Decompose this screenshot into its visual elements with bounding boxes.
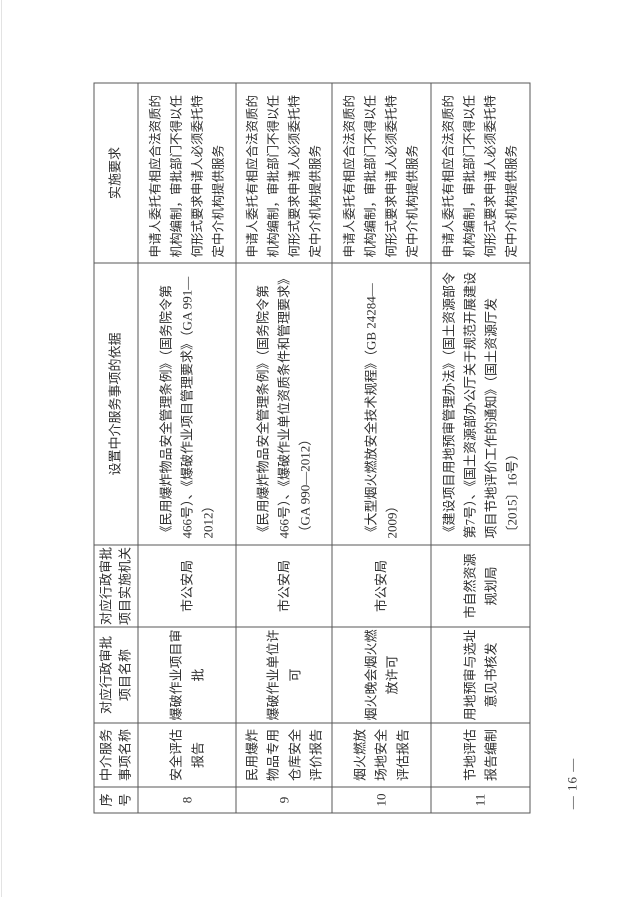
- cell-project-name: 爆破作业项目审批: [137, 626, 236, 723]
- header-agency: 对应行政审批 项目实施机关: [93, 544, 138, 627]
- cell-seq: 11: [430, 786, 530, 813]
- cell-basis: 《民用爆炸物品安全管理条例》（国务院令第466号）、《爆破作业单位资质条件和管理…: [235, 262, 332, 545]
- page-number: — 16 —: [564, 757, 579, 809]
- cell-requirement: 申请人委托有相应合法资质的机构编制，审批部门不得以任何形式要求申请人必须委托特定…: [430, 82, 530, 263]
- cell-agency: 市自然资源规划局: [430, 544, 530, 627]
- cell-basis: 《民用爆炸物品安全管理条例》（国务院令第466号）、《爆破作业项目管理要求》（G…: [137, 262, 236, 545]
- table-row: 11 节地评估报告编制 用地预审与选址意见书核发 市自然资源规划局 《建设项目用…: [430, 82, 530, 813]
- intermediary-service-items-table: 序 号 中介服务 事项名称 对应行政审批 项目名称 对应行政审批 项目实施机关 …: [93, 82, 530, 813]
- header-seq: 序 号: [93, 786, 138, 813]
- scan-edge-artifact: [1, 0, 2, 897]
- cell-basis: 《建设项目用地预审管理办法》（国土资源部令第7号）、《国土资源部办公厅关于规范开…: [430, 262, 530, 545]
- cell-requirement: 申请人委托有相应合法资质的机构编制，审批部门不得以任何形式要求申请人必须委托特定…: [235, 82, 332, 263]
- table-header-row: 序 号 中介服务 事项名称 对应行政审批 项目名称 对应行政审批 项目实施机关 …: [93, 82, 138, 813]
- cell-project-name: 爆破作业单位许可: [235, 626, 332, 723]
- cell-service-name: 烟火燃放场地安全评估报告: [331, 722, 431, 787]
- header-project-name: 对应行政审批 项目名称: [93, 626, 138, 723]
- cell-agency: 市公安局: [137, 544, 236, 627]
- header-basis: 设置中介服务事项的依据: [93, 262, 138, 545]
- header-requirement: 实施要求: [93, 82, 138, 263]
- cell-service-name: 安全评估报告: [137, 722, 236, 787]
- cell-seq: 8: [137, 786, 236, 813]
- cell-service-name: 节地评估报告编制: [430, 722, 530, 787]
- cell-project-name: 烟火晚会烟火燃放许可: [331, 626, 431, 723]
- cell-seq: 10: [331, 786, 431, 813]
- cell-project-name: 用地预审与选址意见书核发: [430, 626, 530, 723]
- cell-requirement: 申请人委托有相应合法资质的机构编制，审批部门不得以任何形式要求申请人必须委托特定…: [137, 82, 236, 263]
- table-row: 9 民用爆炸物品专用仓库安全评价报告 爆破作业单位许可 市公安局 《民用爆炸物品…: [235, 82, 332, 813]
- header-service-name: 中介服务 事项名称: [93, 722, 138, 787]
- table-row: 10 烟火燃放场地安全评估报告 烟火晚会烟火燃放许可 市公安局 《大型烟火燃放安…: [331, 82, 431, 813]
- cell-service-name: 民用爆炸物品专用仓库安全评价报告: [235, 722, 332, 787]
- cell-seq: 9: [235, 786, 332, 813]
- cell-requirement: 申请人委托有相应合法资质的机构编制，审批部门不得以任何形式要求申请人必须委托特定…: [331, 82, 431, 263]
- cell-basis: 《大型烟火燃放安全技术规程》（GB 24284—2009）: [331, 262, 431, 545]
- cell-agency: 市公安局: [331, 544, 431, 627]
- table-row: 8 安全评估报告 爆破作业项目审批 市公安局 《民用爆炸物品安全管理条例》（国务…: [137, 82, 236, 813]
- cell-agency: 市公安局: [235, 544, 332, 627]
